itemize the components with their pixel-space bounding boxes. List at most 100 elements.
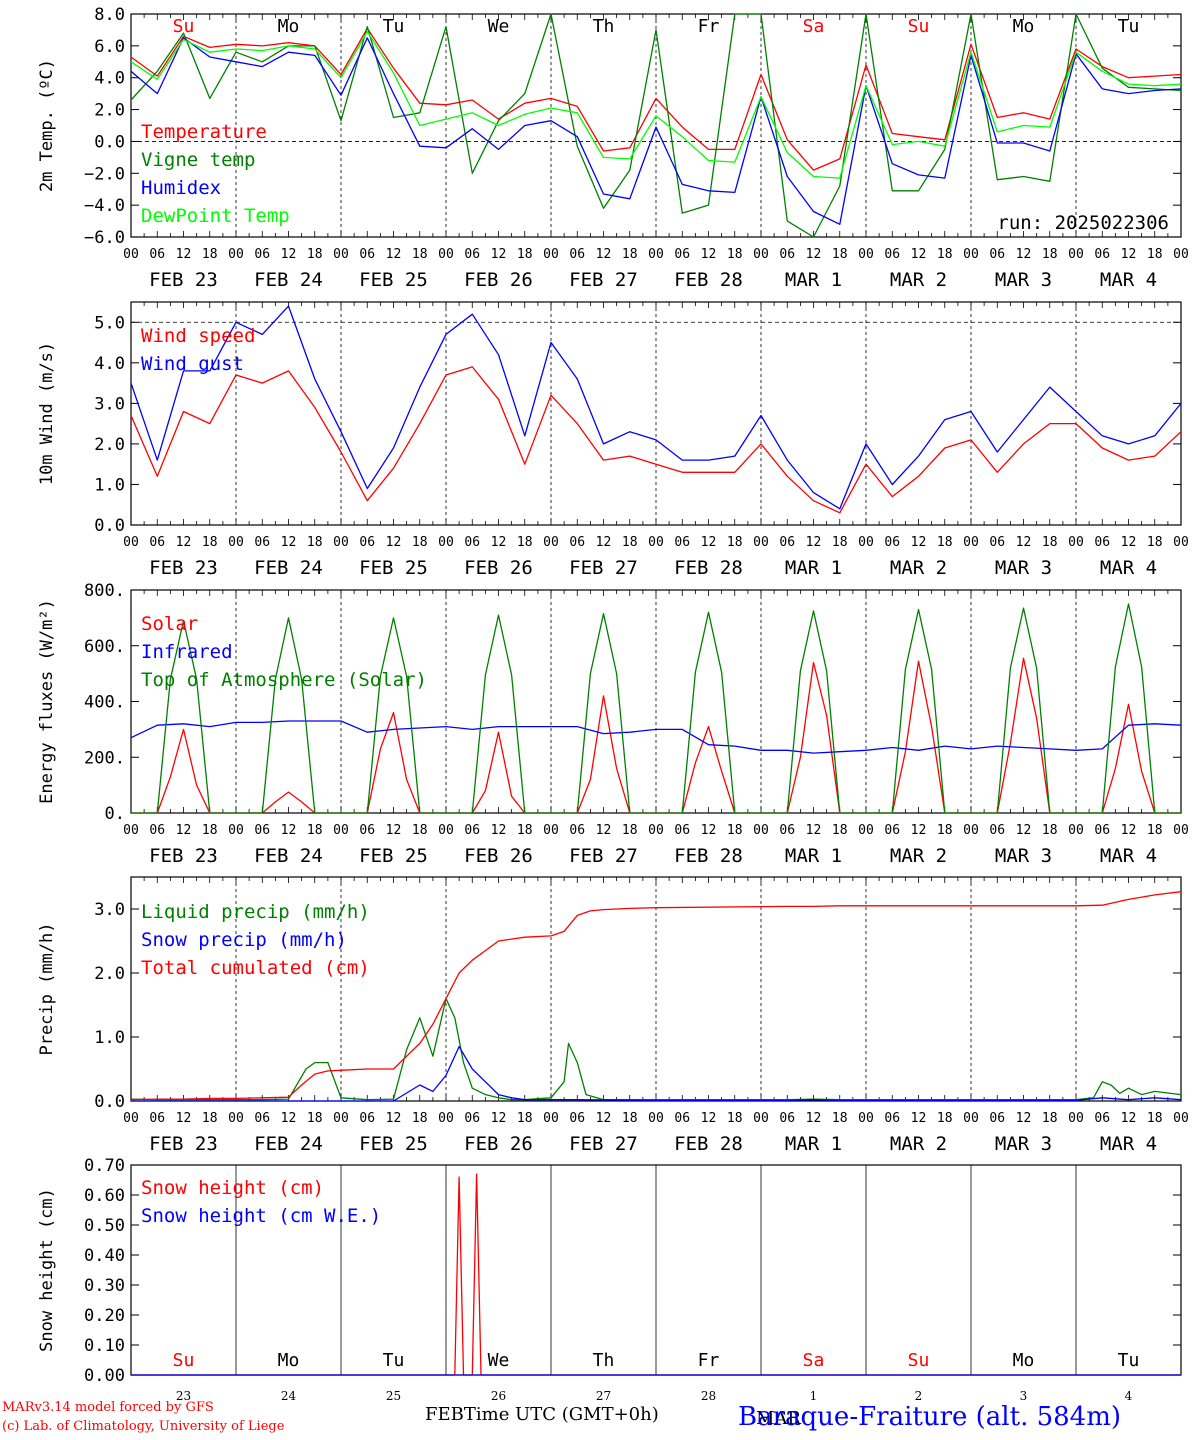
hour-tick-label: 00 [963, 535, 979, 550]
weekday-label: Su [173, 16, 195, 37]
series-line-humidex [130, 37, 1182, 225]
plot-frame-1 [130, 301, 1182, 526]
hour-tick-label: 06 [254, 823, 270, 838]
y-tick-label: −4.0 [84, 196, 125, 216]
date-label: FEB 26 [464, 845, 533, 867]
hour-tick-label: 12 [701, 823, 717, 838]
y-tick-label: 2.0 [94, 435, 125, 455]
date-label: FEB 26 [464, 1133, 533, 1155]
hour-tick-label: 00 [648, 247, 664, 262]
day-number-label: 25 [386, 1389, 401, 1403]
hour-tick-label: 18 [937, 247, 953, 262]
series-line-wind-gust [130, 305, 1182, 510]
date-label: FEB 24 [254, 845, 323, 867]
hour-tick-label: 00 [963, 823, 979, 838]
series-line-snow-precip-mm-h- [131, 1045, 1182, 1102]
weekday-label: Tu [383, 1350, 405, 1371]
legend-entry: DewPoint Temp [141, 205, 290, 227]
hour-tick-label: 12 [176, 823, 192, 838]
weekday-label: Tu [383, 16, 405, 37]
hour-tick-label: 12 [491, 247, 507, 262]
y-tick-label: 2.0 [94, 101, 125, 121]
hour-tick-label: 00 [333, 535, 349, 550]
hour-tick-label: 00 [228, 1111, 244, 1126]
y-tick-label: −6.0 [84, 228, 125, 248]
hour-tick-label: 18 [412, 247, 428, 262]
lab-credit: (c) Lab. of Climatology, University of L… [2, 1419, 285, 1434]
hour-tick-label: 00 [1173, 823, 1189, 838]
date-label: FEB 28 [674, 269, 743, 291]
series-line-vigne-temp [130, 13, 1182, 238]
hour-tick-label: 00 [438, 247, 454, 262]
series-line-top-of-atmosphere-solar- [131, 603, 1181, 814]
hour-tick-label: 00 [1173, 535, 1189, 550]
hour-tick-label: 00 [228, 535, 244, 550]
hour-tick-label: 00 [1068, 535, 1084, 550]
y-tick-label: 0.0 [94, 132, 125, 152]
y-axis-label: Energy fluxes (W/m²) [37, 599, 57, 804]
hour-tick-label: 12 [281, 823, 297, 838]
y-tick-label: 0.0 [94, 516, 125, 536]
hour-tick-label: 12 [176, 247, 192, 262]
hour-tick-label: 06 [149, 823, 165, 838]
series-line-wind-speed [130, 366, 1182, 514]
legend-entry: Vigne temp [141, 149, 255, 171]
date-label: MAR 1 [785, 845, 842, 867]
weekday-label: Tu [1118, 16, 1140, 37]
hour-tick-label: 12 [281, 535, 297, 550]
date-label: FEB 24 [254, 269, 323, 291]
hour-tick-label: 12 [701, 247, 717, 262]
weekday-label: Sa [803, 16, 825, 37]
hour-tick-label: 18 [727, 535, 743, 550]
hour-tick-label: 18 [622, 535, 638, 550]
plot-frame-2 [130, 589, 1182, 814]
hour-tick-label: 06 [1094, 823, 1110, 838]
day-number-label: 27 [596, 1389, 611, 1403]
hour-tick-label: 06 [149, 535, 165, 550]
hour-tick-label: 06 [254, 247, 270, 262]
hour-tick-label: 00 [1173, 247, 1189, 262]
hour-tick-label: 12 [596, 247, 612, 262]
date-label: FEB 25 [359, 269, 428, 291]
date-label: MAR 1 [785, 1133, 842, 1155]
weekday-label: Th [593, 1350, 615, 1371]
hour-tick-label: 06 [989, 247, 1005, 262]
x-axis-title: FEBTime UTC (GMT+0h) [425, 1404, 659, 1425]
y-tick-label: 3.0 [94, 900, 125, 920]
hour-tick-label: 06 [989, 823, 1005, 838]
date-label: MAR 1 [785, 557, 842, 579]
hour-tick-label: 06 [884, 247, 900, 262]
hour-tick-label: 18 [1147, 1111, 1163, 1126]
y-tick-label: 6.0 [94, 37, 125, 57]
y-tick-label: 3.0 [94, 394, 125, 414]
date-label: MAR 2 [890, 845, 947, 867]
hour-tick-label: 12 [596, 823, 612, 838]
y-tick-label: 0.60 [84, 1186, 125, 1206]
y-tick-label: 0.10 [84, 1336, 125, 1356]
hour-tick-label: 18 [202, 823, 218, 838]
hour-tick-label: 06 [779, 535, 795, 550]
hour-tick-label: 12 [491, 1111, 507, 1126]
y-tick-label: 400. [84, 693, 125, 713]
hour-tick-label: 18 [1042, 535, 1058, 550]
day-number-label: 24 [281, 1389, 297, 1403]
hour-tick-label: 12 [281, 247, 297, 262]
hour-tick-label: 06 [884, 823, 900, 838]
y-axis-label: 2m Temp. (ºC) [37, 59, 57, 192]
y-tick-label: −2.0 [84, 164, 125, 184]
date-label: MAR 3 [995, 557, 1052, 579]
weekday-label: Su [908, 16, 930, 37]
y-tick-label: 0. [105, 804, 125, 824]
run-annotation: run: 2025022306 [997, 212, 1169, 234]
legend-entry: Total cumulated (cm) [141, 957, 370, 979]
date-label: FEB 25 [359, 1133, 428, 1155]
date-label: FEB 25 [359, 845, 428, 867]
hour-tick-label: 00 [858, 535, 874, 550]
hour-tick-label: 06 [779, 1111, 795, 1126]
hour-tick-label: 00 [543, 1111, 559, 1126]
hour-tick-label: 18 [1042, 247, 1058, 262]
hour-tick-label: 12 [1121, 823, 1137, 838]
day-number-label: 4 [1125, 1389, 1133, 1403]
hour-tick-label: 12 [1016, 535, 1032, 550]
